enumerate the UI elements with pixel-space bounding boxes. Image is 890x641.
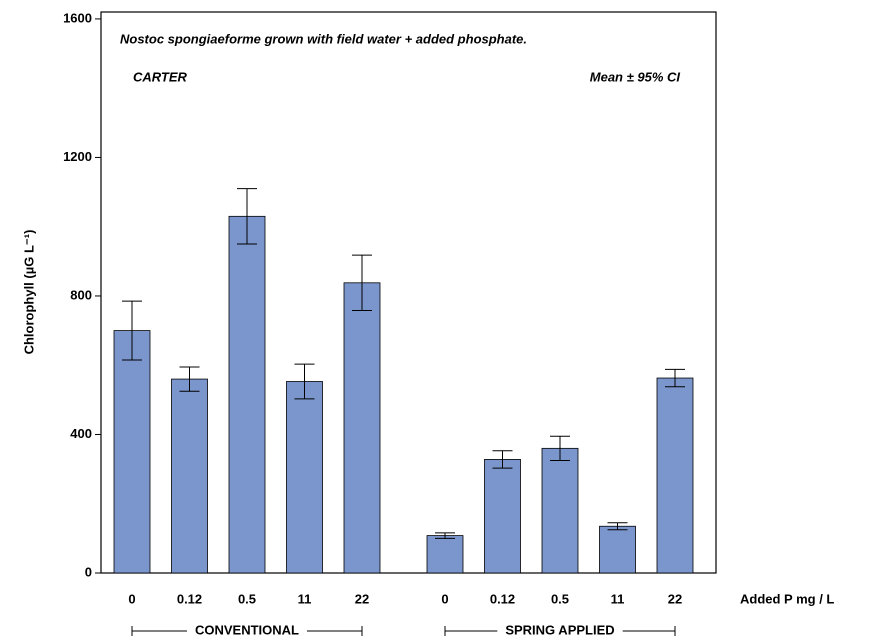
x-tick-label: 0	[128, 591, 135, 606]
y-tick-label: 400	[70, 426, 92, 441]
error-bar	[607, 522, 628, 531]
x-tick-label: 0	[441, 591, 448, 606]
error-bar	[179, 366, 200, 392]
bar	[426, 535, 464, 574]
x-tick-label: 0.12	[177, 591, 202, 606]
error-bar	[550, 435, 570, 461]
x-tick-label: 11	[611, 591, 625, 606]
group-bracket	[131, 626, 363, 636]
site-label: CARTER	[133, 69, 188, 84]
x-tick-label: 11	[298, 591, 312, 606]
group-label: CONVENTIONAL	[195, 622, 299, 637]
x-tick-label: 22	[355, 591, 369, 606]
bar	[286, 381, 323, 574]
x-tick-label: 0.5	[238, 591, 256, 606]
y-tick-label: 1600	[63, 10, 92, 25]
bar	[541, 447, 579, 574]
error-bar	[492, 450, 513, 469]
error-bar	[122, 300, 142, 361]
plot-frame	[100, 11, 717, 574]
x-axis-label: Added P mg / L	[740, 591, 834, 606]
group-label: SPRING APPLIED	[505, 622, 614, 637]
error-bar	[237, 188, 257, 245]
y-tick-label: 1200	[63, 149, 92, 164]
y-axis-label: Chlorophyll (µG L⁻¹)	[21, 230, 36, 355]
bar	[656, 377, 694, 574]
chart-title: Nostoc spongiaeforme grown with field wa…	[120, 31, 527, 46]
bar	[484, 459, 521, 574]
x-tick-label: 0.5	[551, 591, 569, 606]
error-bar	[665, 368, 685, 388]
stat-note: Mean ± 95% CI	[590, 69, 681, 84]
y-tick-label: 0	[85, 564, 92, 579]
bar	[113, 330, 151, 574]
bar	[171, 378, 208, 574]
y-tick-label: 800	[70, 287, 92, 302]
group-bracket	[444, 626, 676, 636]
bar	[599, 525, 636, 574]
error-bar	[294, 363, 315, 400]
error-bar	[435, 532, 455, 539]
bar	[228, 215, 266, 574]
x-tick-label: 0.12	[490, 591, 515, 606]
x-tick-label: 22	[668, 591, 682, 606]
bar	[343, 282, 381, 574]
error-bar	[352, 254, 372, 312]
